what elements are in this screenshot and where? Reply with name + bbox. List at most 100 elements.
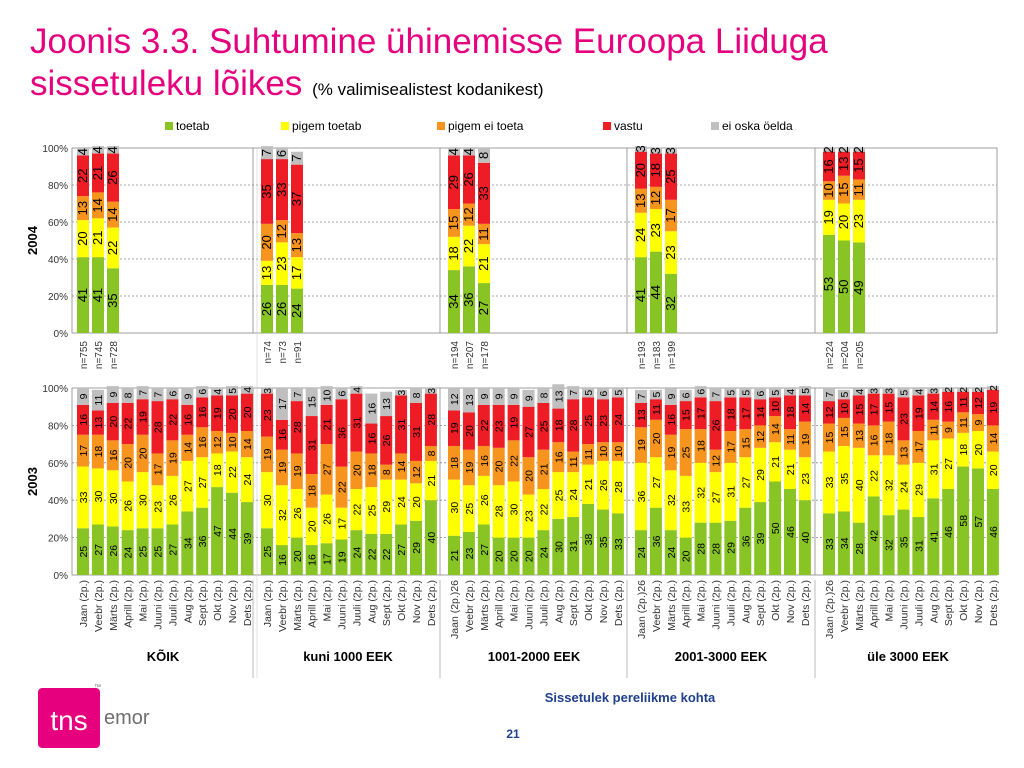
page-subtitle: (% valimisealistest kodanikest) [312, 80, 544, 99]
data-label: 39 [242, 533, 254, 545]
data-label: 10 [598, 446, 610, 458]
data-label: 27 [197, 476, 209, 488]
data-label: 19 [212, 407, 224, 419]
bar-segment [852, 447, 865, 523]
data-label: 13 [381, 398, 393, 410]
bar-segment [649, 457, 662, 508]
x-tick-label: Okt (2p.) [770, 580, 782, 621]
data-label: 33 [476, 186, 491, 200]
bar-segment [151, 401, 164, 454]
data-label: 39 [755, 533, 767, 545]
data-label: 6 [197, 389, 209, 395]
data-label: 17 [153, 463, 165, 475]
data-label: 40 [426, 532, 438, 544]
bar-segment [649, 507, 662, 575]
x-tick-label: Aug (2p.) [928, 580, 940, 623]
data-label: 12 [461, 207, 476, 221]
bar-segment [275, 388, 288, 420]
bar-segment [679, 401, 692, 430]
bar-segment [927, 440, 940, 499]
x-tick-label: Sept (2p.) [381, 580, 393, 626]
data-label: 13 [553, 390, 565, 402]
bar-segment [769, 481, 782, 575]
data-label: 2 [851, 146, 866, 153]
data-label: 20 [973, 444, 985, 456]
x-tick-label: n=178 [480, 341, 491, 370]
data-label: 4 [75, 148, 90, 155]
bar-segment [567, 399, 580, 452]
data-label: 20 [524, 550, 536, 562]
bar-segment [181, 434, 194, 461]
data-label: 38 [583, 533, 595, 545]
data-label: 41 [75, 288, 90, 302]
bar-segment [106, 440, 119, 471]
data-label: 3 [262, 388, 274, 394]
data-label: 3 [426, 388, 438, 394]
data-label: 58 [958, 515, 970, 527]
data-label: 25 [78, 546, 90, 558]
data-label: 30 [138, 494, 150, 506]
x-tick-label: n=91 [293, 341, 304, 364]
data-label: 15 [839, 426, 851, 438]
x-tick-label: Nov (2p.) [227, 580, 239, 623]
x-tick-label: Nov (2p.) [411, 580, 423, 623]
bar-segment [507, 388, 520, 405]
y-tick-label: 60% [48, 218, 68, 229]
data-label: 30 [509, 504, 521, 516]
data-label: 34 [446, 294, 461, 308]
bar-segment [424, 388, 437, 394]
data-label: 7 [711, 391, 723, 397]
bar-segment [478, 244, 490, 284]
data-label: 24 [899, 481, 911, 493]
data-label: 20 [138, 447, 150, 459]
bar-segment [240, 431, 253, 458]
bar-segment [181, 460, 194, 512]
data-label: 28 [568, 419, 580, 431]
bar-segment [927, 388, 940, 394]
y-tick-label: 40% [48, 255, 68, 266]
data-label: 12 [973, 397, 985, 409]
data-label: 16 [307, 554, 319, 566]
data-label: 6 [598, 391, 610, 397]
bar-segment [261, 223, 273, 261]
page-title-line2-text: sissetuleku lõikes [30, 64, 303, 103]
bar-segment [166, 399, 179, 441]
bar-segment [784, 488, 796, 575]
data-label: 34 [182, 537, 194, 549]
data-label: 4 [913, 389, 925, 395]
bar-segment [261, 159, 273, 224]
bar-segment [912, 462, 925, 518]
bar-segment [106, 402, 119, 441]
data-label: 5 [899, 390, 911, 396]
data-label: 30 [553, 541, 565, 553]
bar-segment [492, 404, 505, 448]
data-label: 36 [651, 535, 663, 547]
bar-segment [853, 242, 865, 333]
bar-segment [823, 199, 835, 235]
bar-segment [882, 515, 895, 575]
bar-segment [350, 451, 363, 489]
bar-segment [106, 470, 119, 527]
data-label: 11 [958, 417, 970, 428]
bar-segment [582, 444, 595, 465]
bar-segment [196, 507, 209, 575]
data-label: 5 [227, 388, 239, 394]
bar-segment [261, 436, 273, 473]
bar-segment [448, 236, 460, 271]
bar-segment [582, 464, 595, 504]
data-label: 17 [78, 445, 90, 457]
bar-segment [897, 440, 910, 465]
data-label: 23 [800, 473, 812, 485]
bar-segment [852, 423, 865, 448]
bar-segment [291, 257, 303, 289]
bar-segment [365, 487, 378, 534]
data-label: 16 [277, 429, 289, 441]
bar-segment [365, 423, 378, 454]
data-label: 3 [396, 390, 408, 396]
bar-segment [694, 462, 707, 523]
data-label: 25 [464, 503, 476, 515]
data-label: 22 [461, 239, 476, 253]
data-label: 25 [663, 169, 678, 183]
bar-segment [276, 242, 288, 285]
bar-segment [410, 520, 422, 575]
